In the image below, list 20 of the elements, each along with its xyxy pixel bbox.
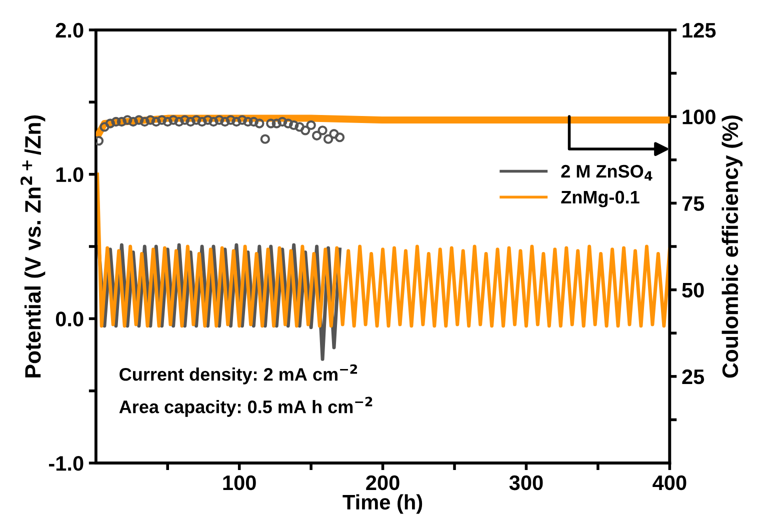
x-axis-title: Time (h) xyxy=(342,494,422,514)
y-tick-label: 1.0 xyxy=(56,167,84,182)
y2-tick-label: 125 xyxy=(682,22,716,38)
x-tick-label: 200 xyxy=(366,475,400,490)
x-tick-label: 400 xyxy=(652,475,686,490)
annotation: Current density: 2 mA cm$^{−2}$ xyxy=(120,364,358,384)
legend-label: ZnMg-0.1 xyxy=(561,190,640,208)
y2-tick-label: 100 xyxy=(682,110,716,124)
y-tick-label: 0.0 xyxy=(56,312,84,326)
y2-tick-label: 25 xyxy=(682,369,704,384)
y-axis-title: Potential (V vs. Zn$^{2+}$/Zn) xyxy=(20,115,46,378)
y-tick-label: -1.0 xyxy=(49,456,84,471)
x-tick-label: 100 xyxy=(223,475,256,490)
y2-tick-label: 75 xyxy=(682,196,704,211)
y2-tick-label: 50 xyxy=(682,282,704,298)
annotation: Area capacity: 0.5 mA h cm$^{−2}$ xyxy=(119,396,372,417)
y2-axis-title: Coulombic efficiency (%) xyxy=(722,115,743,378)
y-tick-label: 2.0 xyxy=(56,22,84,38)
x-tick-label: 300 xyxy=(509,475,543,490)
legend-label: 2 M ZnSO$_{4}$ xyxy=(561,164,652,180)
